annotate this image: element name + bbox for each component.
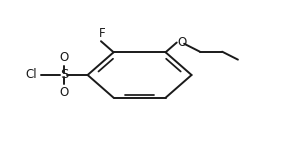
Text: F: F [99,27,105,40]
Text: O: O [178,36,187,49]
Text: O: O [59,51,69,64]
Text: O: O [59,86,69,99]
Text: Cl: Cl [26,69,37,81]
Text: S: S [60,69,68,81]
